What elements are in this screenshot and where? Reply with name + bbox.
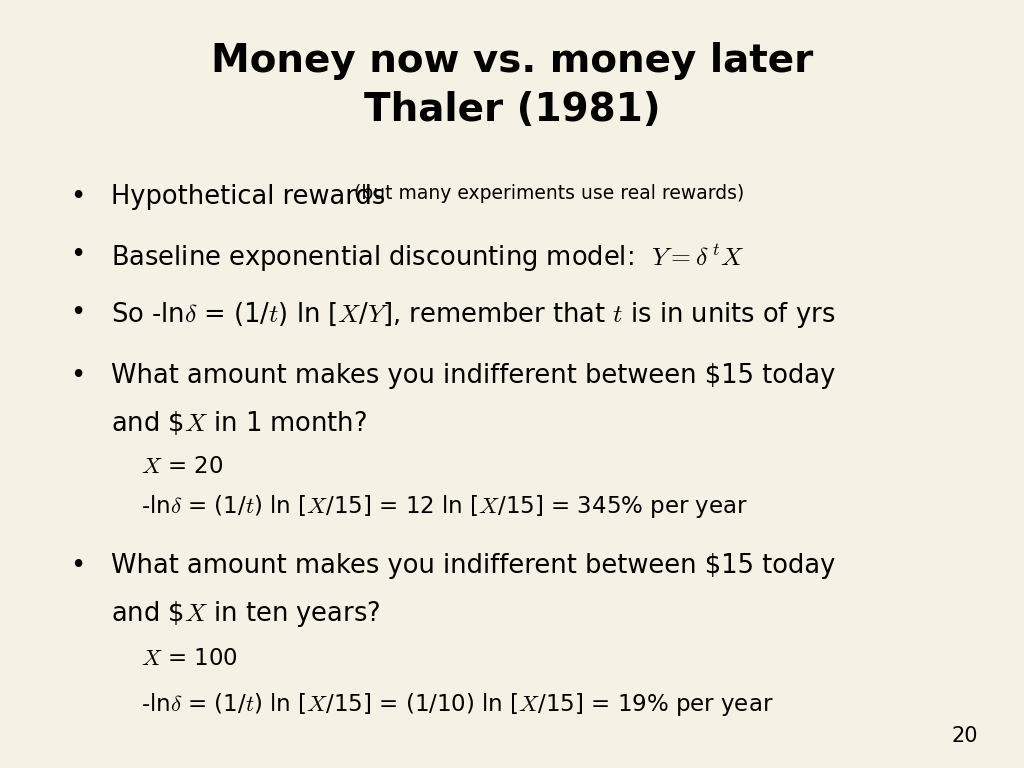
Text: and \$$X$ in ten years?: and \$$X$ in ten years?	[111, 599, 380, 629]
Text: Baseline exponential discounting model:  $Y = \delta^{\,t} X$: Baseline exponential discounting model: …	[111, 242, 743, 273]
Text: So -ln$\delta$ = (1/$t$) ln [$X$/$Y$], remember that $t$ is in units of yrs: So -ln$\delta$ = (1/$t$) ln [$X$/$Y$], r…	[111, 300, 835, 329]
Text: (but many experiments use real rewards): (but many experiments use real rewards)	[354, 184, 744, 204]
Text: -ln$\delta$ = (1/$t$) ln [$X$/15] = (1/10) ln [$X$/15] = 19% per year: -ln$\delta$ = (1/$t$) ln [$X$/15] = (1/1…	[141, 691, 774, 718]
Text: What amount makes you indifferent between $15 today: What amount makes you indifferent betwee…	[111, 363, 835, 389]
Text: •: •	[70, 242, 85, 268]
Text: -ln$\delta$ = (1/$t$) ln [$X$/15] = 12 ln [$X$/15] = 345% per year: -ln$\delta$ = (1/$t$) ln [$X$/15] = 12 l…	[141, 493, 749, 520]
Text: •: •	[70, 363, 85, 389]
Text: •: •	[70, 553, 85, 579]
Text: •: •	[70, 184, 85, 210]
Text: and \$$X$ in 1 month?: and \$$X$ in 1 month?	[111, 409, 367, 436]
Text: What amount makes you indifferent between $15 today: What amount makes you indifferent betwee…	[111, 553, 835, 579]
Text: Money now vs. money later
Thaler (1981): Money now vs. money later Thaler (1981)	[211, 42, 813, 129]
Text: $X$ = 100: $X$ = 100	[141, 647, 239, 670]
Text: •: •	[70, 300, 85, 326]
Text: Hypothetical rewards: Hypothetical rewards	[111, 184, 385, 210]
Text: $X$ = 20: $X$ = 20	[141, 455, 223, 478]
Text: 20: 20	[951, 727, 978, 746]
